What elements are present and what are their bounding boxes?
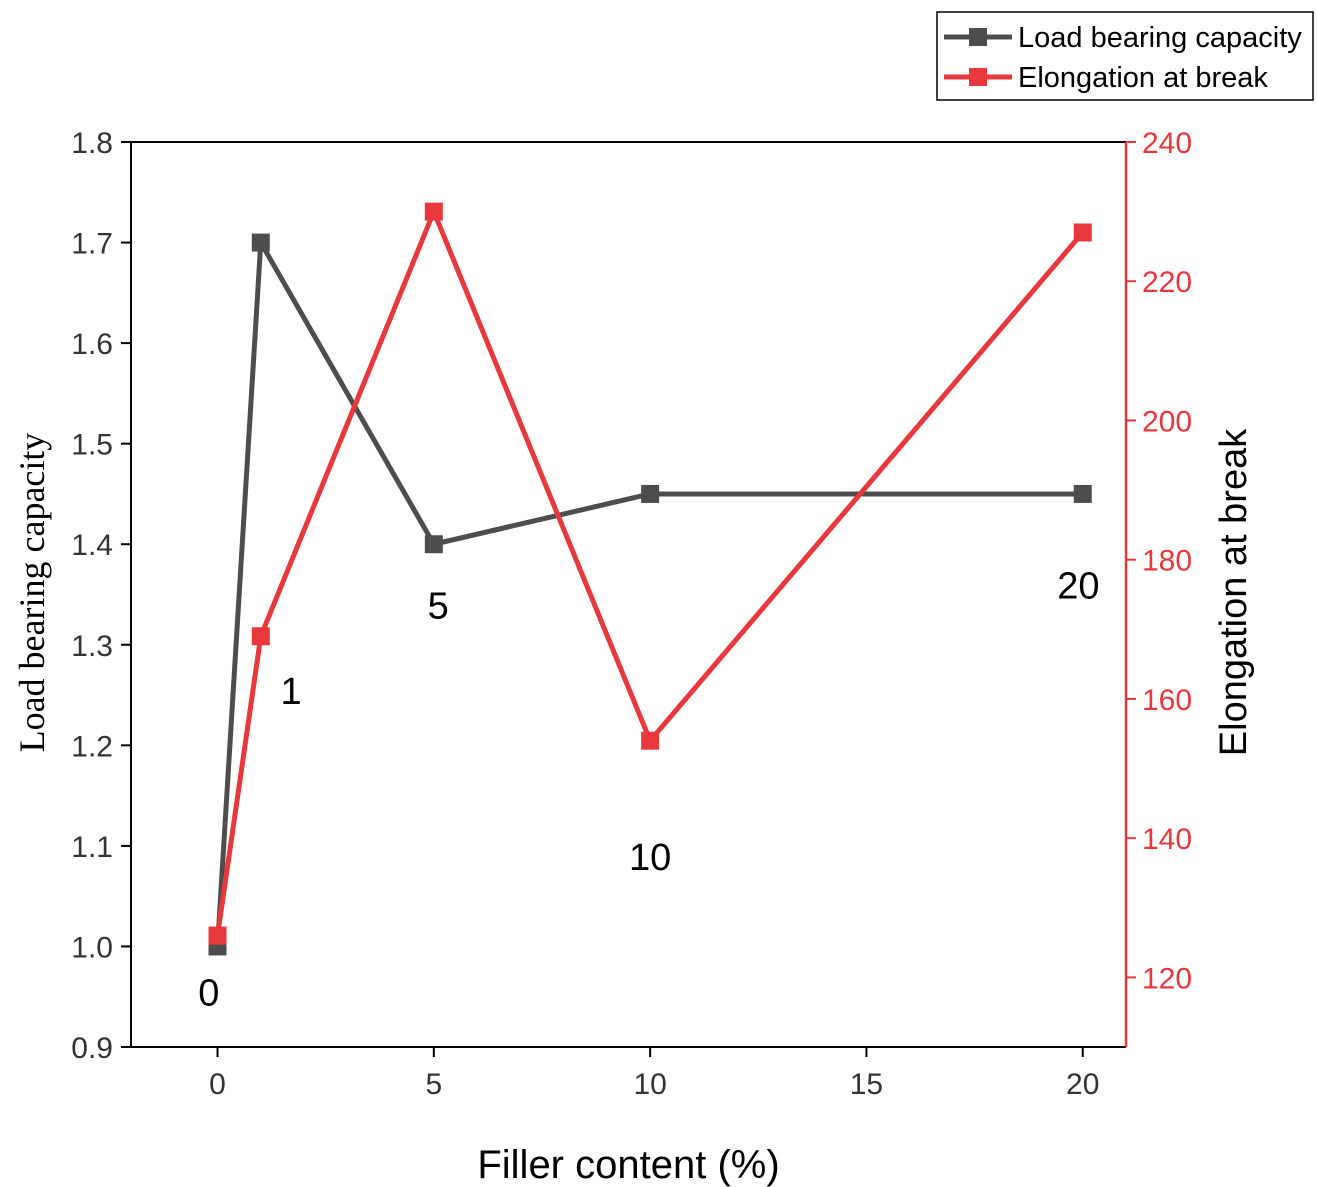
series-layer <box>208 202 1092 956</box>
series-1-point <box>251 233 270 252</box>
series-line-2 <box>215 204 1085 936</box>
y2-tick-label: 160 <box>1142 684 1192 717</box>
series-2-point <box>208 926 227 945</box>
series-1-point <box>424 535 443 554</box>
y2-tick-label: 220 <box>1142 266 1192 299</box>
y2-tick-label: 240 <box>1142 127 1192 160</box>
y2-tick-label: 180 <box>1142 545 1192 578</box>
legend-box <box>936 11 1314 101</box>
y-tick-label: 1.3 <box>71 630 113 663</box>
legend-label-2: Elongation at break <box>1018 62 1268 94</box>
y-axis-title: Load bearing capacity <box>12 433 52 753</box>
x-tick-label: 15 <box>850 1068 883 1101</box>
x-tick-label: 20 <box>1066 1068 1099 1101</box>
y2-tick-label: 200 <box>1142 405 1192 438</box>
series-1-point <box>1073 484 1092 503</box>
series-2-point <box>251 627 270 646</box>
y-tick-label: 1.7 <box>71 228 113 261</box>
y2-tick-label: 120 <box>1142 962 1192 995</box>
y-tick-label: 1.1 <box>71 831 113 864</box>
point-annotation: 1 <box>280 671 301 713</box>
y-tick-label: 1.0 <box>71 931 113 964</box>
legend-label-1: Load bearing capacity <box>1018 22 1302 54</box>
y-tick-label: 1.2 <box>71 730 113 763</box>
point-annotation: 20 <box>1057 565 1099 607</box>
series-2-point <box>641 731 660 750</box>
legend: Load bearing capacity Elongation at break <box>936 11 1314 101</box>
y2-axis-title: Elongation at break <box>1213 428 1255 756</box>
x-tick-label: 0 <box>209 1068 226 1101</box>
axes-layer: 0 5 10 15 200.91.01.11.21.31.41.51.61.71.812… <box>12 127 1255 1187</box>
y-tick-label: 1.4 <box>71 529 113 562</box>
y2-tick-label: 140 <box>1142 823 1192 856</box>
x-axis-title: Filler content (%) <box>477 1143 779 1187</box>
annotation-layer: 0 1 5 10 20 <box>198 565 1099 1014</box>
legend-marker-1 <box>969 28 987 46</box>
x-tick-label: 10 <box>633 1068 666 1101</box>
point-annotation: 0 <box>198 973 219 1015</box>
point-annotation: 10 <box>629 837 671 879</box>
point-annotation: 5 <box>428 586 449 628</box>
y-tick-label: 1.6 <box>71 328 113 361</box>
series-2-point <box>1073 223 1092 242</box>
series-1-point <box>641 484 660 503</box>
y-tick-label: 1.8 <box>71 127 113 160</box>
y-tick-label: 0.9 <box>71 1032 113 1065</box>
series-2-point <box>424 202 443 221</box>
legend-marker-2 <box>969 68 987 86</box>
x-tick-label: 5 <box>425 1068 442 1101</box>
y-tick-label: 1.5 <box>71 429 113 462</box>
